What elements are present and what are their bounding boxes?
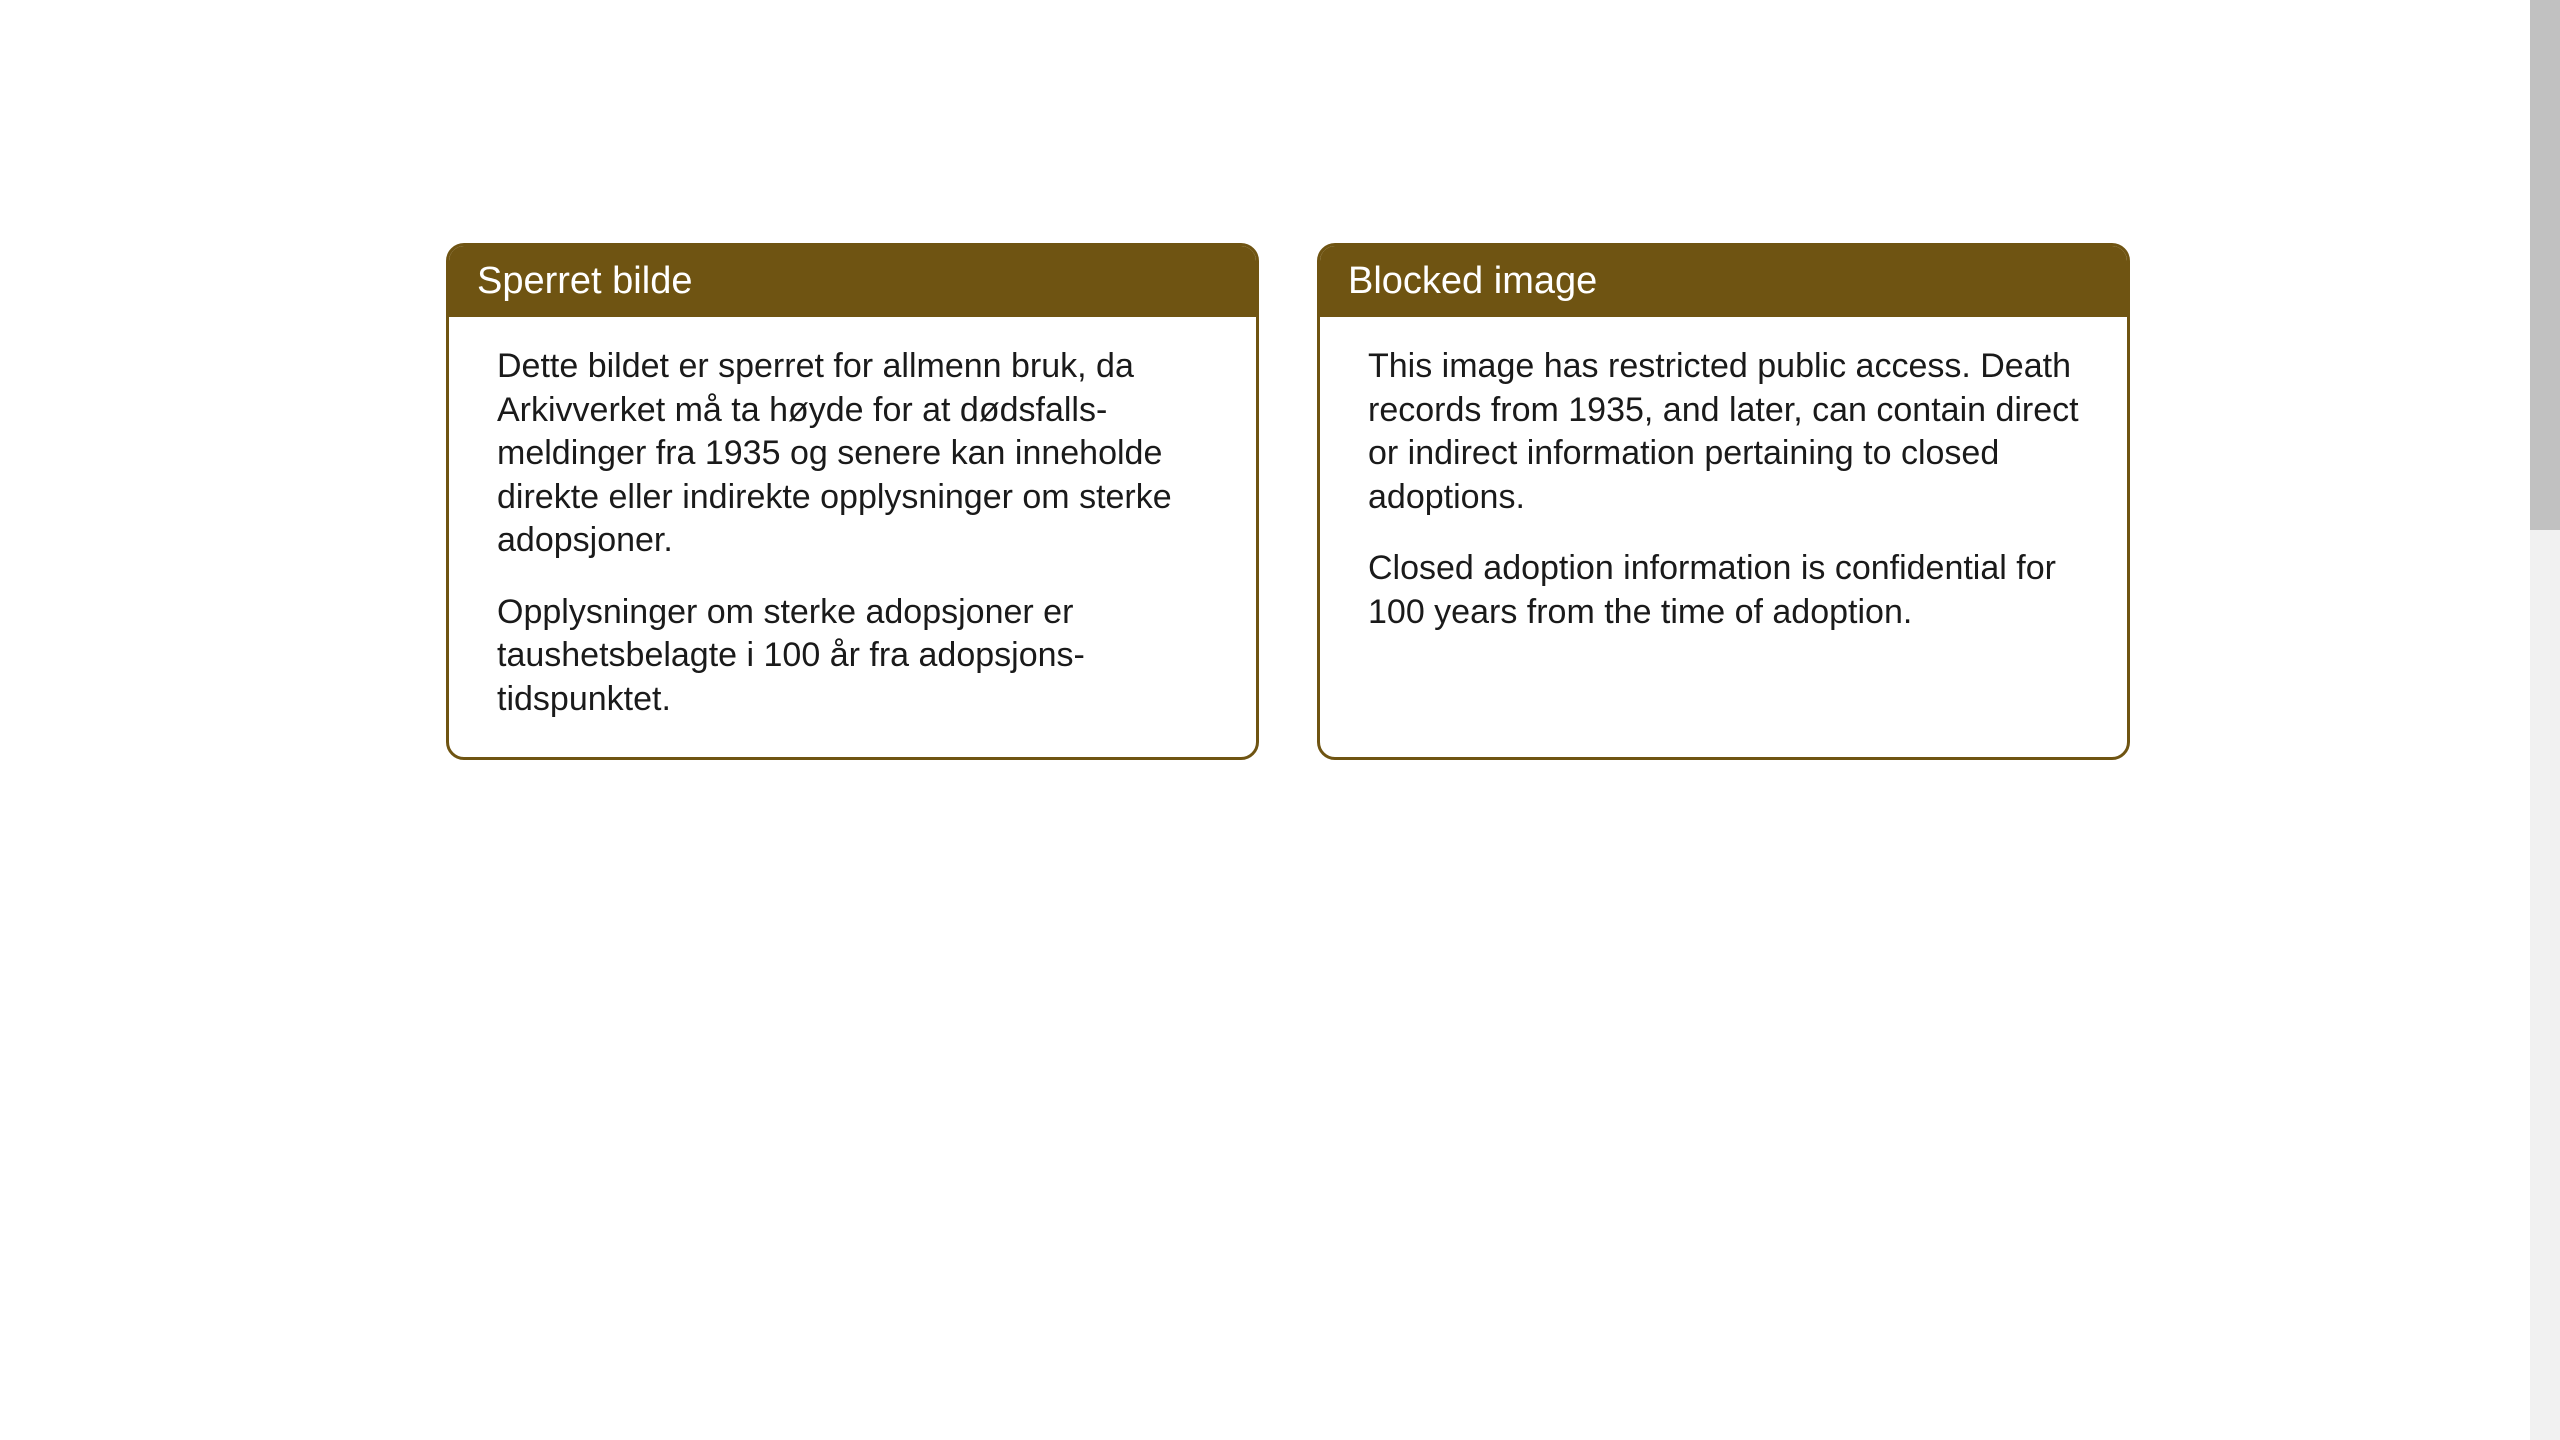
notice-header-norwegian: Sperret bilde (449, 246, 1256, 317)
notice-container: Sperret bilde Dette bildet er sperret fo… (446, 243, 2130, 760)
notice-paragraph-2-norwegian: Opplysninger om sterke adopsjoner er tau… (497, 591, 1208, 722)
notice-body-english: This image has restricted public access.… (1320, 317, 2127, 670)
notice-box-english: Blocked image This image has restricted … (1317, 243, 2130, 760)
notice-body-norwegian: Dette bildet er sperret for allmenn bruk… (449, 317, 1256, 757)
notice-paragraph-2-english: Closed adoption information is confident… (1368, 547, 2079, 634)
scrollbar-track[interactable] (2530, 0, 2560, 1440)
notice-paragraph-1-english: This image has restricted public access.… (1368, 345, 2079, 519)
notice-header-english: Blocked image (1320, 246, 2127, 317)
notice-paragraph-1-norwegian: Dette bildet er sperret for allmenn bruk… (497, 345, 1208, 563)
notice-box-norwegian: Sperret bilde Dette bildet er sperret fo… (446, 243, 1259, 760)
scrollbar-thumb[interactable] (2530, 0, 2560, 530)
